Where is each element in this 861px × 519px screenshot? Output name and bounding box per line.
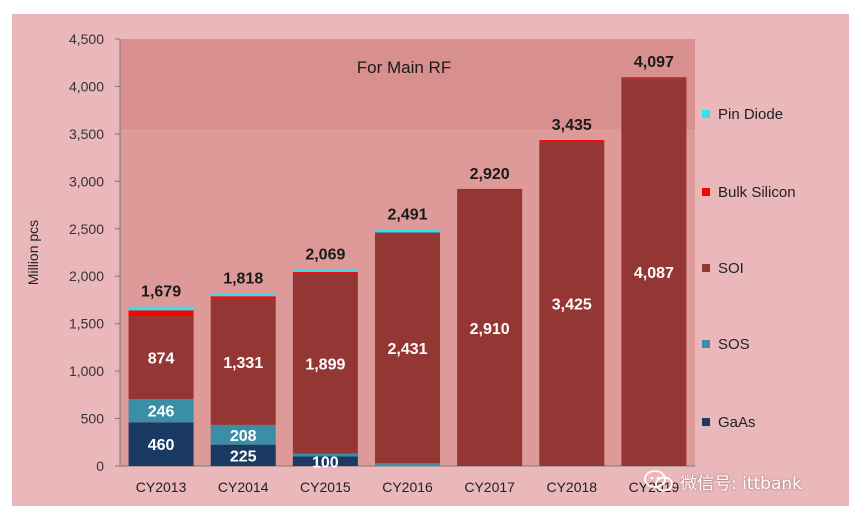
legend-swatch-gaas [702, 418, 710, 426]
bar-segment-gaas [210, 444, 276, 466]
bar-total-label: 3,435 [552, 117, 592, 134]
chart-title: For Main RF [357, 58, 451, 77]
y-tick-label: 3,500 [69, 126, 104, 142]
bar-total-label: 1,818 [223, 270, 263, 287]
x-tick-label: CY2017 [464, 479, 515, 495]
bar-data-label: 3,425 [552, 297, 592, 314]
y-tick-label: 4,000 [69, 78, 104, 94]
y-tick-label: 2,500 [69, 221, 104, 237]
bar-segment-sos [210, 424, 276, 445]
legend-label: Bulk Silicon [718, 184, 796, 201]
bar-chart: 0 500 1,000 1,500 2,000 2,500 3,000 3,500 4,000 4… [25, 31, 796, 495]
bar-segment-pin-diode [375, 229, 440, 233]
bar-data-label: 225 [230, 448, 257, 465]
bar-segment-pin-diode [292, 269, 358, 273]
bar-total-label: 2,491 [387, 207, 427, 224]
bar-data-label: 4,087 [634, 265, 674, 282]
y-axis-label: Million pcs [25, 220, 41, 285]
bar-data-label: 1,331 [223, 355, 263, 372]
bar-total-label: 2,069 [305, 247, 345, 264]
bar-segment-pin-diode [210, 293, 276, 297]
bar-segment-soi [210, 298, 276, 425]
bar-segment-gaas [128, 422, 194, 466]
legend-label: Pin Diode [718, 106, 783, 123]
bar-data-label: 2,431 [387, 341, 427, 358]
y-tick-label: 1,000 [69, 363, 104, 379]
legend-swatch-pin-diode [702, 110, 710, 118]
bar-segment-soi [375, 232, 440, 464]
x-tick-label: CY2014 [218, 479, 269, 495]
watermark: 微信号: ittbank [644, 468, 802, 494]
bar-segment-bulk-silicon [621, 77, 687, 79]
legend-label: SOI [718, 260, 744, 277]
bar-segment-gaas [292, 456, 358, 466]
bar-segment-sos [375, 463, 440, 466]
bar-total-label: 1,679 [141, 284, 181, 301]
bar-data-label: 2,910 [470, 321, 510, 338]
bar-segment-bulk-silicon [539, 140, 605, 142]
chart-frame: 0 500 1,000 1,500 2,000 2,500 3,000 3,500 4,000 4… [12, 14, 849, 506]
bar-data-label: 208 [230, 428, 257, 445]
bar-segment-soi [539, 141, 605, 466]
plot-highlight-band [120, 39, 695, 129]
bar-segment-soi [128, 316, 194, 400]
bar-data-label: 246 [148, 404, 175, 421]
bar-segment-bulk-silicon [128, 310, 194, 317]
legend-swatch-sos [702, 340, 710, 348]
y-tick-label: 4,500 [69, 31, 104, 47]
bar-segment-bulk-silicon [292, 272, 358, 274]
legend-label: SOS [718, 336, 750, 353]
bar-segment-sos [292, 453, 358, 457]
x-tick-label: CY2015 [300, 479, 351, 495]
bar-segment-bulk-silicon [210, 296, 276, 299]
bar-segment-bulk-silicon [457, 188, 523, 190]
x-tick-label: CY2016 [382, 479, 433, 495]
bar-total-label: 4,097 [634, 54, 674, 71]
legend-swatch-bulk-silicon [702, 188, 710, 196]
bar-data-label: 100 [312, 454, 339, 471]
y-tick-label: 3,000 [69, 173, 104, 189]
bar-segment-soi [621, 78, 687, 466]
bar-segment-sos [128, 399, 194, 423]
bar-total-label: 2,920 [470, 166, 510, 183]
y-tick-label: 0 [96, 458, 104, 474]
legend-label: GaAs [718, 414, 756, 431]
bar-segment-soi [292, 273, 358, 454]
y-tick-label: 2,000 [69, 268, 104, 284]
y-tick-label: 500 [81, 411, 105, 427]
bar-data-label: 460 [148, 437, 175, 454]
y-tick-label: 1,500 [69, 316, 104, 332]
x-tick-label: CY2013 [136, 479, 187, 495]
x-tick-label: CY2018 [546, 479, 597, 495]
bar-segment-pin-diode [128, 306, 194, 311]
wechat-icon [644, 470, 673, 492]
legend-swatch-soi [702, 264, 710, 272]
bar-data-label: 1,899 [305, 357, 345, 374]
bar-segment-soi [457, 189, 523, 466]
watermark-text: 微信号: ittbank [680, 473, 803, 494]
bar-data-label: 874 [148, 351, 175, 368]
